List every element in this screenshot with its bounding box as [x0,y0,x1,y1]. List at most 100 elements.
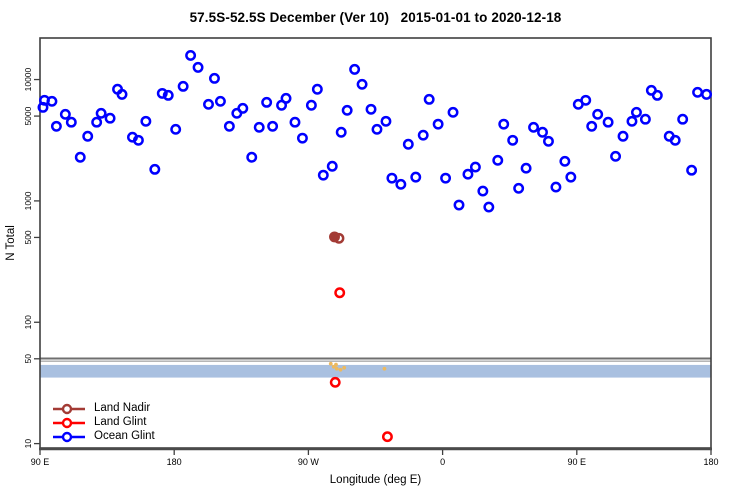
data-point-ocean-glint [140,115,152,127]
data-point-ocean-glint [410,171,422,183]
data-point-ocean-glint [477,185,489,197]
data-point-ocean-glint [469,161,481,173]
data-point-ocean-glint [462,168,474,180]
land-nadir-marker-icon [53,403,85,414]
data-point-ocean-glint [498,118,510,130]
data-point-ocean-glint [432,118,444,130]
data-point-orange-marks [334,362,338,367]
y-tick-label: 500 [23,230,33,244]
legend-label: Ocean Glint [94,430,155,442]
data-point-ocean-glint [453,199,465,211]
data-point-ocean-glint [380,115,392,127]
data-point-ocean-glint [417,129,429,141]
ocean-glint-marker-icon [53,431,85,442]
data-point-ocean-glint [82,130,94,142]
data-point-ocean-glint [156,87,168,99]
data-point-land-glint [334,287,346,299]
data-point-orange-marks [334,366,339,371]
data-point-ocean-glint [296,132,308,144]
data-point-ocean-glint [162,89,174,101]
data-point-ocean-glint [543,135,554,147]
data-point-orange-marks [328,361,333,366]
data-point-ocean-glint [149,163,161,175]
x-tick-label: 90 E [568,457,587,467]
data-point-ocean-glint [669,134,681,146]
data-point-ocean-glint [59,108,71,120]
data-point-ocean-glint [592,108,604,120]
data-point-land-glint [329,376,341,388]
data-point-ocean-glint [46,95,58,107]
data-point-ocean-glint [37,101,49,113]
data-point-ocean-glint [386,172,398,184]
legend-label: Land Nadir [94,402,151,414]
data-point-orange-marks [338,367,343,372]
legend-item-ocean-glint: Ocean Glint [52,430,155,443]
data-point-ocean-glint [267,120,279,132]
data-point-ocean-glint [116,88,128,100]
data-point-ocean-glint [617,130,629,142]
data-point-land-glint [381,431,393,443]
data-point-ocean-glint [223,120,235,132]
y-tick-label: 5000 [23,106,33,125]
x-tick-label: 180 [167,457,182,467]
data-point-ocean-glint [492,154,504,166]
y-tick-label: 100 [23,315,33,329]
x-axis-label: Longitude (deg E) [329,474,422,486]
x-tick-label: 90 E [31,457,50,467]
data-point-ocean-glint [177,80,189,92]
data-point-ocean-glint [550,181,562,193]
data-point-orange-marks [342,365,347,370]
data-point-ocean-glint [610,150,622,162]
data-point-orange-marks [382,366,387,371]
data-point-ocean-glint [326,160,338,172]
data-point-ocean-glint [626,115,638,127]
data-point-ocean-glint [395,178,407,190]
data-point-ocean-glint [209,72,220,84]
data-point-ocean-glint [402,138,414,150]
data-point-ocean-glint [686,164,698,176]
data-point-ocean-glint [305,99,317,111]
land-glint-marker-icon [53,417,85,428]
chart-title: 57.5S-52.5S December (Ver 10) 2015-01-01… [189,10,562,25]
data-point-ocean-glint [289,116,301,128]
data-point-ocean-glint [246,151,258,163]
data-point-ocean-glint [170,123,182,135]
data-point-ocean-glint [440,172,452,184]
data-point-ocean-glint [185,49,197,61]
data-point-ocean-glint [341,104,353,116]
data-point-ocean-glint [639,113,651,125]
y-axis-label: N Total [5,225,17,261]
data-point-ocean-glint [335,126,347,138]
data-point-ocean-glint [317,169,329,181]
legend: Land Nadir Land Glint Ocean Glint [52,402,155,443]
data-point-ocean-glint [513,182,525,194]
legend-label: Land Glint [94,416,147,428]
legend-item-land-nadir: Land Nadir [52,402,155,415]
data-point-ocean-glint [104,112,116,124]
data-point-ocean-glint [630,106,642,118]
data-point-ocean-glint [91,116,103,128]
plot-border [39,37,712,449]
x-tick-label: 90 W [298,457,320,467]
data-point-ocean-glint [65,116,77,128]
data-point-ocean-glint [677,113,689,125]
y-tick-label: 10000 [23,67,33,91]
data-point-ocean-glint [132,134,144,146]
data-point-ocean-glint [559,155,571,167]
data-point-ocean-glint [520,162,532,174]
data-point-ocean-glint [203,98,214,110]
data-point-ocean-glint [371,123,383,135]
data-point-ocean-glint [365,103,377,115]
data-point-ocean-glint [528,121,540,133]
data-point-ocean-glint [311,83,323,95]
threshold-band [40,364,711,378]
data-point-ocean-glint [214,95,226,107]
data-point-ocean-glint [253,121,265,133]
data-point-ocean-glint [537,126,548,138]
data-point-ocean-glint [701,88,712,100]
data-point-ocean-glint [447,106,459,118]
data-point-land-nadir [333,232,345,244]
data-point-ocean-glint [586,120,598,132]
